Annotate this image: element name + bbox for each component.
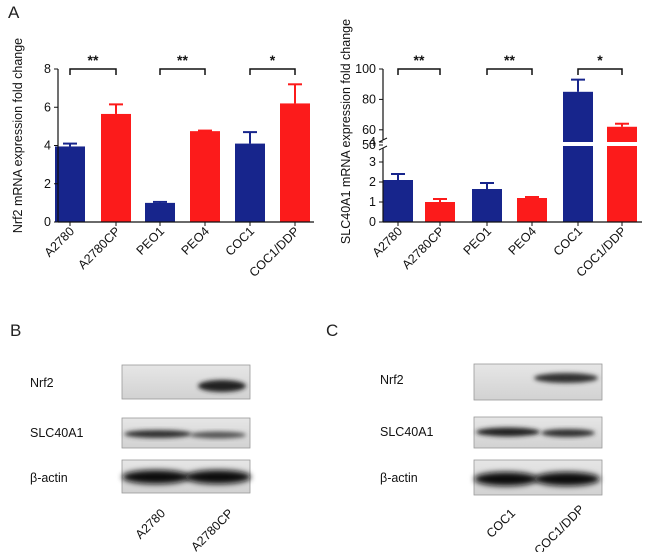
slc-bar-5	[607, 126, 637, 222]
blot-b-nrf2-band-a2780cp	[198, 380, 246, 392]
slc-ytick-label-upper-3: 100	[355, 62, 376, 76]
slc-category-label-1: A2780CP	[399, 224, 447, 272]
blot-c-row-label-actin: β-actin	[380, 471, 418, 485]
blot-c-actin-band-coc1	[474, 472, 538, 486]
nrf2-ytick-label-4: 8	[44, 62, 51, 76]
slc-bar-1	[425, 202, 455, 222]
slc-bar-break-gap-5	[606, 142, 638, 146]
western-blot-c: Nrf2 SLC40A1 β-actin COC1 COC1/DDP	[380, 363, 603, 552]
blot-b-lane-label-a2780cp: A2780CP	[188, 506, 236, 552]
nrf2-sig-label-1: **	[177, 52, 188, 68]
nrf2-category-label-1: A2780CP	[75, 224, 123, 272]
nrf2-sig-label-2: *	[270, 52, 276, 68]
blot-c-slc40a1-band-coc1ddp	[541, 429, 595, 437]
blot-c-row-label-slc40a1: SLC40A1	[380, 425, 434, 439]
slc-sig-bracket-0	[397, 68, 441, 75]
slc-axis-break-mark-1	[378, 137, 388, 143]
nrf2-category-label-4: COC1	[223, 224, 257, 258]
blot-c-lane-label-coc1ddp: COC1/DDP	[532, 502, 588, 552]
blot-c-actin-band-coc1ddp	[534, 472, 600, 486]
panel-label-a: A	[8, 3, 20, 22]
blot-b-row-label-nrf2: Nrf2	[30, 376, 54, 390]
slc-bar-0	[383, 180, 413, 222]
panel-label-b: B	[10, 321, 21, 340]
nrf2-y-axis-label: Nrf2 mRNA expression fold change	[11, 38, 25, 233]
blot-b-lane-label-a2780: A2780	[133, 506, 168, 541]
slc-sig-label-1: **	[504, 52, 515, 68]
slc-ytick-label-upper-2: 80	[362, 92, 376, 106]
nrf2-bar-4	[235, 143, 265, 222]
slc-ytick-label-lower-0: 0	[369, 215, 376, 229]
slc-bar-3	[517, 198, 547, 222]
nrf2-sig-bracket-0	[69, 68, 117, 75]
nrf2-ytick-label-2: 4	[44, 139, 51, 153]
nrf2-sig-label-0: **	[88, 52, 99, 68]
panel-label-c: C	[326, 321, 338, 340]
slc-sig-bracket-1	[486, 68, 533, 75]
nrf2-category-label-0: A2780	[42, 224, 77, 259]
nrf2-category-label-2: PEO1	[134, 224, 168, 258]
slc-ytick-label-lower-2: 2	[369, 175, 376, 189]
slc-sig-label-2: *	[597, 52, 603, 68]
blot-b-actin-band-a2780	[122, 470, 190, 484]
slc-bar-break-gap-4	[562, 142, 594, 146]
slc-y-axis-label: SLC40A1 mRNA expression fold change	[339, 19, 353, 244]
nrf2-category-label-3: PEO4	[179, 224, 213, 258]
slc-category-label-0: A2780	[370, 224, 405, 259]
blot-b-actin-band-a2780cp	[185, 470, 251, 484]
western-blot-b: Nrf2 SLC40A1 β-actin A2780 A2780CP	[30, 364, 251, 552]
nrf2-ytick-label-0: 0	[44, 215, 51, 229]
slc-category-label-3: PEO4	[506, 224, 540, 258]
nrf2-ytick-label-3: 6	[44, 100, 51, 114]
slc-sig-bracket-2	[577, 68, 623, 75]
slc-axis-break-mark-2	[378, 145, 388, 151]
nrf2-bar-1	[101, 113, 131, 222]
blot-b-slc40a1-band-a2780cp	[190, 431, 246, 439]
slc-ytick-label-lower-4: 4	[369, 135, 376, 149]
nrf2-bar-5	[280, 103, 310, 222]
nrf2-bar-0	[55, 146, 85, 222]
slc-bar-4	[563, 91, 593, 222]
blot-c-row-label-nrf2: Nrf2	[380, 373, 404, 387]
blot-c-slc40a1-band-coc1	[476, 427, 540, 437]
slc-ytick-label-lower-1: 1	[369, 195, 376, 209]
nrf2-sig-bracket-1	[159, 68, 206, 75]
slc-bar-2	[472, 189, 502, 222]
nrf2-bar-3	[190, 131, 220, 222]
blot-c-nrf2-band-coc1ddp	[534, 373, 598, 383]
slc-ytick-label-upper-0: 50	[362, 138, 376, 152]
slc-ytick-label-upper-1: 60	[362, 123, 376, 137]
slc-sig-label-0: **	[414, 52, 425, 68]
slc-category-label-2: PEO1	[461, 224, 495, 258]
blot-b-slc40a1-band-a2780	[124, 430, 192, 438]
slc-ytick-label-lower-3: 3	[369, 155, 376, 169]
nrf2-ytick-label-1: 2	[44, 177, 51, 191]
slc-category-label-4: COC1	[551, 224, 585, 258]
nrf2-sig-bracket-2	[249, 68, 296, 75]
blot-b-row-label-actin: β-actin	[30, 471, 68, 485]
blot-b-row-label-slc40a1: SLC40A1	[30, 426, 84, 440]
blot-c-lane-label-coc1: COC1	[484, 506, 518, 540]
nrf2-bar-2	[145, 202, 175, 222]
